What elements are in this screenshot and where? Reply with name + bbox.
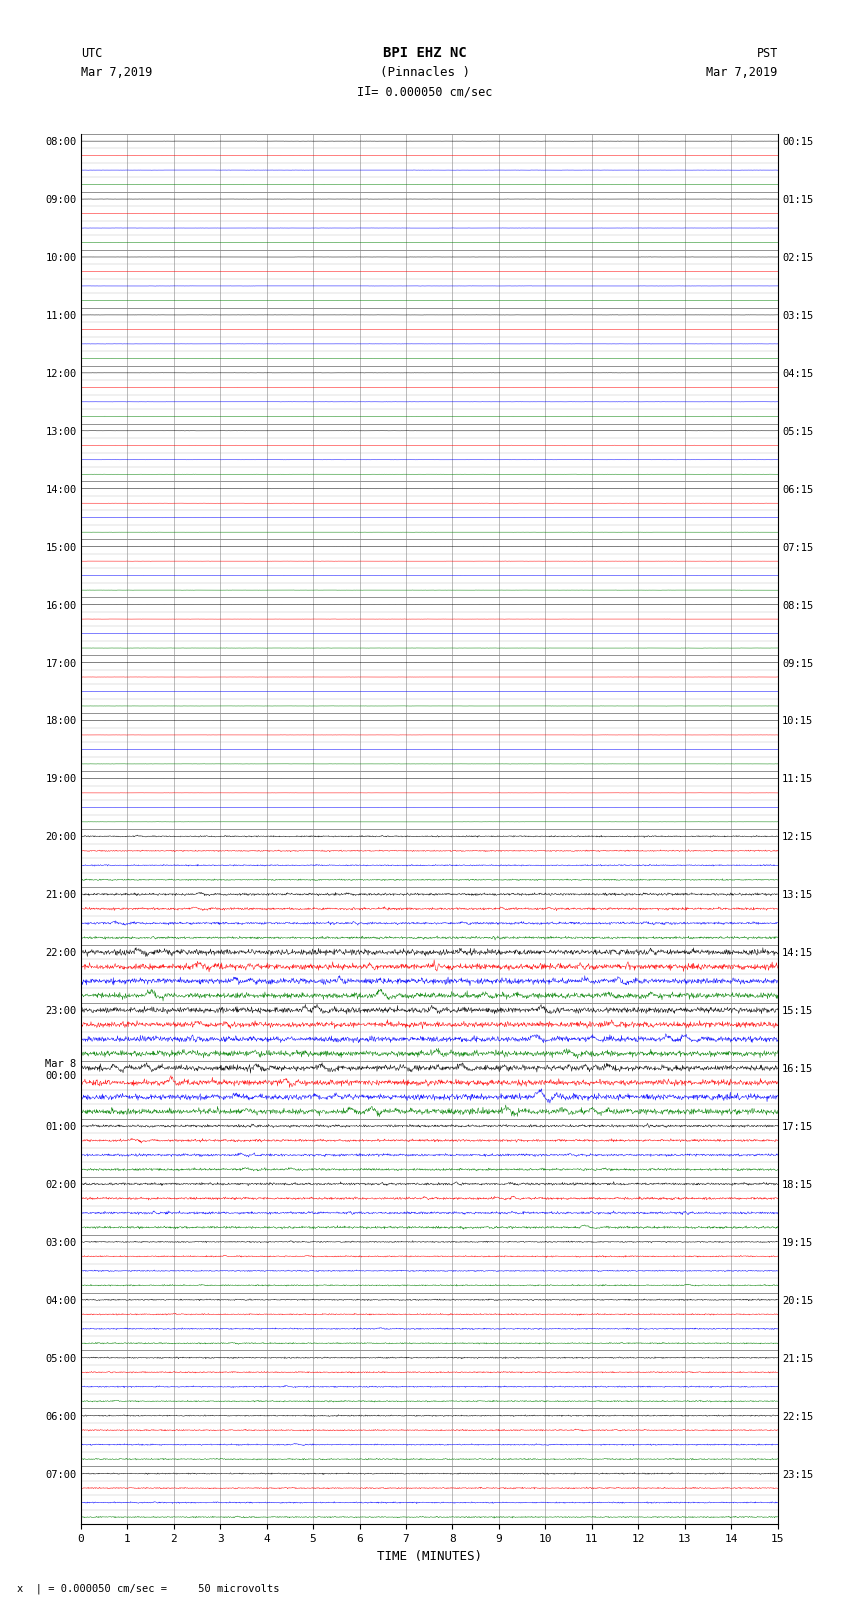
Text: x  | = 0.000050 cm/sec =     50 microvolts: x | = 0.000050 cm/sec = 50 microvolts: [17, 1582, 280, 1594]
Text: UTC: UTC: [81, 47, 102, 60]
Text: Mar 7,2019: Mar 7,2019: [81, 66, 152, 79]
Text: Mar 7,2019: Mar 7,2019: [706, 66, 778, 79]
Text: (Pinnacles ): (Pinnacles ): [380, 66, 470, 79]
X-axis label: TIME (MINUTES): TIME (MINUTES): [377, 1550, 482, 1563]
Text: I = 0.000050 cm/sec: I = 0.000050 cm/sec: [357, 85, 493, 98]
Text: BPI EHZ NC: BPI EHZ NC: [383, 45, 467, 60]
Text: PST: PST: [756, 47, 778, 60]
Text: I: I: [364, 85, 371, 98]
